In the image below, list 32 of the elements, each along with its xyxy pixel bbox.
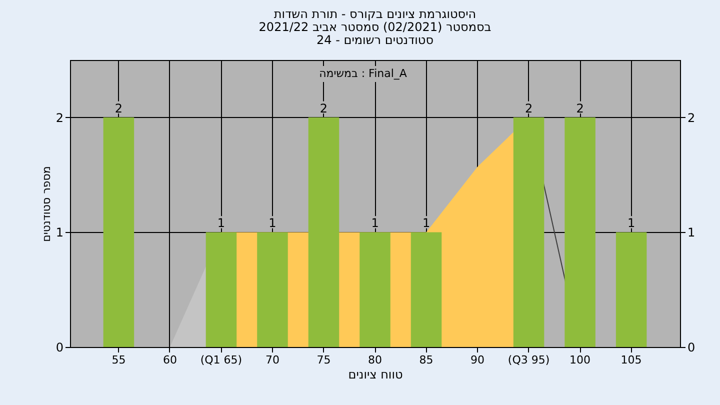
data-label: 2 xyxy=(576,101,584,116)
x-tick-label: 55 xyxy=(112,354,126,366)
text: בסמסטר (02/2021) סמסטר אביב 2021/22 xyxy=(258,20,492,34)
y-axis-title: מספר סטודנטים xyxy=(40,166,53,242)
data-label: 1 xyxy=(422,216,430,230)
data-label: 2 xyxy=(114,101,123,116)
x-tick-label: 85 xyxy=(419,354,434,366)
text: סטודנטים רשומים - 24 xyxy=(316,33,434,47)
data-label: 2 xyxy=(320,101,328,116)
x-tick-label: 100 xyxy=(570,354,591,366)
data-label: 1 xyxy=(268,216,276,230)
x-tick-label: 60 xyxy=(162,354,177,366)
x-tick-label: (Q3 95) xyxy=(508,354,550,366)
y2-tick-label: 0 xyxy=(688,340,696,354)
y-tick-label: 0 xyxy=(56,340,64,354)
annotation: במשימה : Final_A xyxy=(319,67,408,80)
data-label: 2 xyxy=(524,101,533,116)
chart-title: היסטוגרמת ציונים בקורס - תורת השדות xyxy=(274,7,476,21)
y-tick-label: 1 xyxy=(56,226,64,240)
data-label: 1 xyxy=(627,216,636,230)
y2-tick-label: 1 xyxy=(688,226,696,240)
y-tick-label: 2 xyxy=(56,110,64,125)
x-axis-title: טווח ציונים xyxy=(348,368,403,382)
x-tick-label: 70 xyxy=(265,354,280,366)
x-tick-label: 105 xyxy=(620,354,642,366)
y2-tick-label: 2 xyxy=(688,110,696,125)
x-tick-label: (Q1 65) xyxy=(200,354,242,366)
x-tick-label: 90 xyxy=(470,354,485,366)
x-tick-label: 75 xyxy=(316,354,331,366)
data-label: 1 xyxy=(371,216,379,230)
x-tick-label: 80 xyxy=(368,354,382,366)
data-label: 1 xyxy=(217,216,226,230)
